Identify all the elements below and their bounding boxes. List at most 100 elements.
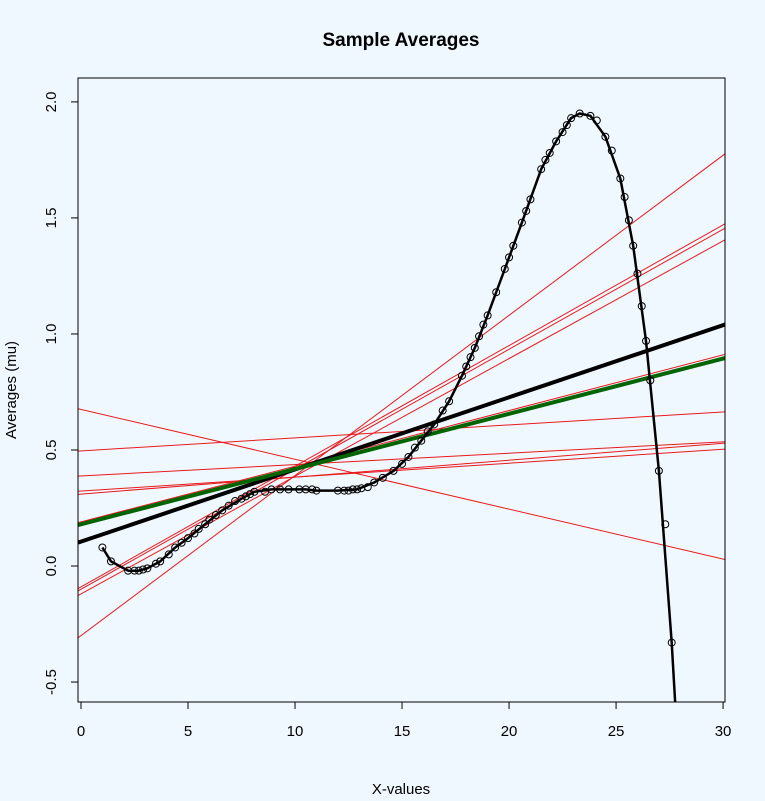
data-point <box>646 376 655 385</box>
regression-line <box>78 441 725 477</box>
data-point <box>194 524 203 533</box>
y-tick-label: 1.5 <box>43 208 60 229</box>
data-point <box>143 564 152 573</box>
data-point <box>575 109 584 118</box>
data-point <box>592 116 601 125</box>
y-axis-label: Averages (mu) <box>3 341 20 439</box>
data-point <box>492 288 501 297</box>
data-point <box>545 148 554 157</box>
data-point <box>438 406 447 415</box>
data-point <box>410 443 419 452</box>
data-point <box>134 566 143 575</box>
data-point <box>633 269 642 278</box>
data-point <box>483 311 492 320</box>
data-point <box>417 436 426 445</box>
data-point <box>558 128 567 137</box>
data-point <box>430 420 439 429</box>
data-point <box>267 485 276 494</box>
regression-line <box>78 223 725 590</box>
y-tick-label: -0.5 <box>43 669 60 695</box>
data-point <box>470 343 479 352</box>
x-tick-label: 30 <box>715 723 732 740</box>
curve <box>101 112 677 702</box>
data-point <box>567 114 576 123</box>
x-tick-label: 15 <box>394 723 411 740</box>
regression-line <box>78 322 725 545</box>
x-axis-label: X-values <box>372 781 430 798</box>
data-point <box>276 485 285 494</box>
data-point <box>586 111 595 120</box>
data-point <box>629 241 638 250</box>
data-point <box>363 483 372 492</box>
data-point <box>340 486 349 495</box>
data-point <box>562 121 571 130</box>
data-point <box>466 353 475 362</box>
data-point <box>389 466 398 475</box>
data-point <box>151 559 160 568</box>
data-point <box>462 362 471 371</box>
x-tick-label: 25 <box>608 723 625 740</box>
y-tick-label: 0.0 <box>43 556 60 577</box>
data-point <box>404 452 413 461</box>
data-point <box>509 241 518 250</box>
regression-line <box>78 408 725 560</box>
data-point <box>250 487 259 496</box>
regression-line <box>78 353 725 524</box>
data-point <box>661 520 670 529</box>
data-point <box>333 486 342 495</box>
regression-line <box>78 442 725 495</box>
data-point <box>654 466 663 475</box>
data-point <box>218 506 227 515</box>
regression-line <box>78 411 725 452</box>
regression-line <box>78 356 725 527</box>
data-point <box>642 336 651 345</box>
x-tick-label: 0 <box>77 723 85 740</box>
regression-line <box>78 448 725 492</box>
data-point <box>475 332 484 341</box>
data-point <box>190 529 199 538</box>
data-point <box>201 520 210 529</box>
x-tick-label: 5 <box>184 723 192 740</box>
plot-frame <box>77 77 726 703</box>
data-point <box>616 174 625 183</box>
y-tick-label: 1.0 <box>43 324 60 345</box>
data-point <box>620 193 629 202</box>
data-point <box>500 264 509 273</box>
x-tick-label: 20 <box>501 723 518 740</box>
data-point <box>156 557 165 566</box>
data-point <box>344 486 353 495</box>
y-tick-label: 0.5 <box>43 440 60 461</box>
regression-line <box>78 227 725 592</box>
data-point <box>637 302 646 311</box>
data-point <box>667 638 676 647</box>
data-point <box>601 132 610 141</box>
data-point <box>308 485 317 494</box>
data-point <box>237 494 246 503</box>
data-point <box>124 566 133 575</box>
data-point <box>205 515 214 524</box>
data-point <box>445 397 454 406</box>
data-point <box>139 565 148 574</box>
data-point <box>177 538 186 547</box>
data-point <box>130 566 139 575</box>
data-point <box>537 165 546 174</box>
data-point <box>522 206 531 215</box>
data-point <box>224 501 233 510</box>
data-point <box>624 216 633 225</box>
data-point <box>241 492 250 501</box>
data-point <box>607 146 616 155</box>
data-point <box>526 195 535 204</box>
chart-title: Sample Averages <box>322 30 479 51</box>
data-point <box>505 253 514 262</box>
data-point <box>106 557 115 566</box>
regression-line <box>78 239 725 596</box>
data-point <box>353 485 362 494</box>
data-point <box>552 137 561 146</box>
data-point <box>246 490 255 499</box>
data-point <box>164 550 173 559</box>
data-point <box>284 485 293 494</box>
x-tick-label: 10 <box>287 723 304 740</box>
data-point <box>457 371 466 380</box>
data-point <box>541 155 550 164</box>
